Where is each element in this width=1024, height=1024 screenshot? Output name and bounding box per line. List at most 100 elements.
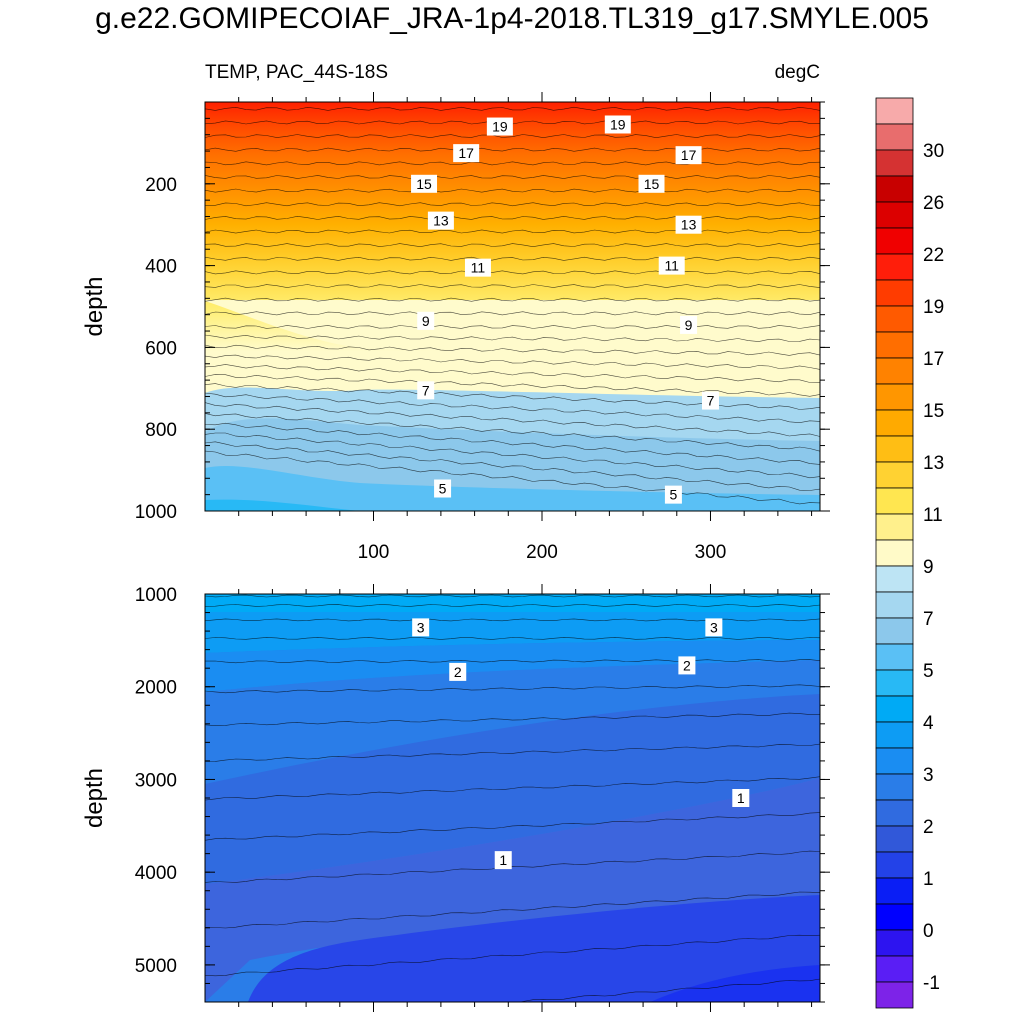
colorbar-swatch [875,487,914,515]
colorbar-label: 26 [923,193,944,214]
contour-label-text: 7 [422,382,430,398]
lower-axes: 1000 2000 3000 4000 5000 depth [81,584,830,1012]
colorbar-swatch [875,669,914,697]
colorbar-swatch [875,825,914,853]
contour-line [205,106,820,111]
contour-line [205,441,820,491]
contour-label: 13 [675,215,702,234]
lower-band-cold [650,965,820,1002]
contour-line [205,354,820,370]
colorbar-swatch [875,331,914,359]
colorbar-swatch [875,227,914,255]
contour-line [205,364,820,383]
colorbar-swatch [875,851,914,879]
upper-contour-lines [205,106,820,505]
colorbar-swatch [875,175,914,203]
contour-label-text: 2 [454,664,462,680]
lower-band-1-15 [205,694,820,884]
colorbar-label: 0 [923,921,934,942]
contour-label-box [464,258,491,277]
colorbar-label: 22 [923,245,944,266]
colorbar-label: 15 [923,401,944,422]
contour-label: 17 [675,146,702,165]
contour-line [205,147,820,152]
y-tick-label: 600 [145,338,177,359]
contour-label-text: 7 [707,393,715,409]
colorbar-swatch [875,97,914,125]
contour-label-text: 15 [416,176,432,192]
colorbar-label: 17 [923,349,944,370]
contour-label: 7 [417,381,435,400]
colorbar-swatch [875,539,914,567]
contour-line [205,334,820,342]
lower-band-3-4 [205,594,820,612]
contour-line [205,413,820,452]
contour-line [205,392,820,424]
colorbar-swatch [875,305,914,333]
contour-label-text: 17 [458,145,474,161]
colorbar-label: 1 [923,869,934,890]
contour-line [205,850,820,883]
contour-line [205,175,820,179]
upper-band-3-4 [205,499,360,511]
x-tick-label: 100 [358,542,390,563]
contour-label-box [675,146,702,165]
colorbar-swatch [875,409,914,437]
contour-label-text: 13 [433,213,449,229]
contour-label-text: 9 [685,317,693,333]
upper-axes: 200 400 600 800 1000 100 200 300 depth [81,92,830,563]
contour-label-text: 11 [664,258,679,274]
lower-contour-labels: 3 3 2 2 1 1 [412,618,750,870]
contour-label-box [449,662,467,681]
contour-label: 11 [658,256,685,275]
contour-label: 15 [411,174,438,193]
contour-label-box [658,256,685,275]
y-tick-label: 800 [145,420,177,441]
contour-label: 19 [486,117,513,136]
contour-label-box [411,174,438,193]
y-tick-label: 1000 [135,502,177,523]
lower-band-15-2 [205,660,820,784]
contour-label: 2 [449,662,467,681]
colorbar-swatch [875,123,914,151]
contour-line [205,374,820,397]
upper-contour-labels: 19 19 17 17 15 15 13 13 11 11 9 9 7 7 5 5 [411,115,719,504]
contour-label: 17 [453,144,480,163]
colorbar-swatch [875,435,914,463]
contour-label: 7 [701,391,719,410]
contour-label-box [680,315,698,334]
contour-label: 11 [464,258,491,277]
colorbar-swatch [875,149,914,177]
lower-panel [205,594,820,1002]
contour-label-box [427,211,454,230]
contour-line [205,891,820,929]
contour-label-text: 5 [439,481,447,497]
contour-line [205,402,820,437]
contour-label-text: 1 [737,790,745,806]
colorbar-swatch [875,773,914,801]
contour-label: 2 [678,656,696,675]
contour-label-box [678,656,696,675]
colorbar-label: 7 [923,609,934,630]
contour-line [205,215,820,220]
contour-label-box [664,485,682,504]
contour-label-text: 5 [670,487,678,503]
y-axis-title: depth [81,276,108,336]
colorbar-swatch [875,695,914,723]
contour-label: 1 [732,789,750,807]
contour-line [205,243,820,248]
colorbar-swatch [875,617,914,645]
contour-line [205,256,820,261]
contour-label-box [486,117,513,136]
contour-label-box [453,144,480,163]
contour-label-box [494,851,512,870]
contour-label-box [417,381,435,400]
colorbar-swatch [875,461,914,489]
y-tick-label: 3000 [135,770,177,791]
contour-label: 9 [680,315,698,334]
contour-label-text: 17 [681,147,697,163]
contour-line [205,344,820,356]
colorbar-label: 11 [923,505,943,526]
